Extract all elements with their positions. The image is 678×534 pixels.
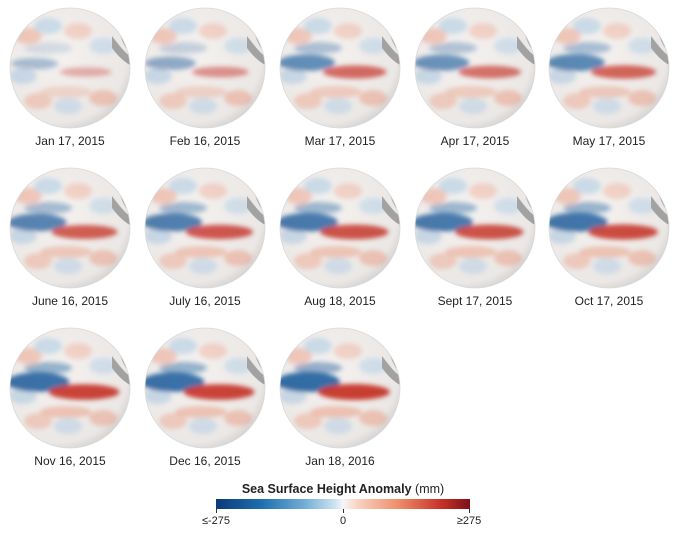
legend-mid-label: 0 — [339, 515, 347, 527]
globe-map — [548, 7, 670, 129]
panel-date-label: Jan 18, 2016 — [305, 454, 375, 468]
globe-panel: May 17, 2015 — [545, 6, 673, 158]
color-legend: Sea Surface Height Anomaly (mm) ≤-275 0 … — [198, 482, 488, 532]
globe-map — [144, 327, 266, 449]
legend-tick-mid — [343, 509, 344, 513]
panel-date-label: Apr 17, 2015 — [440, 134, 510, 148]
globe-panel: Jan 18, 2016 — [276, 326, 404, 478]
globe-map — [144, 7, 266, 129]
globe-panel: Apr 17, 2015 — [411, 6, 539, 158]
legend-max-label: ≥275 — [456, 515, 482, 527]
legend-title: Sea Surface Height Anomaly (mm) — [198, 482, 488, 496]
globe-map — [414, 167, 536, 289]
legend-color-bar — [216, 499, 470, 509]
globe-panel: Nov 16, 2015 — [6, 326, 134, 478]
panel-date-label: Nov 16, 2015 — [34, 454, 106, 468]
globe-panel: Dec 16, 2015 — [141, 326, 269, 478]
panel-date-label: Jan 17, 2015 — [35, 134, 105, 148]
panel-date-label: June 16, 2015 — [31, 294, 109, 308]
globe-panel: Jan 17, 2015 — [6, 6, 134, 158]
globe-map — [279, 7, 401, 129]
globe-panel: Aug 18, 2015 — [276, 166, 404, 318]
panel-date-label: Aug 18, 2015 — [304, 294, 376, 308]
panel-date-label: Mar 17, 2015 — [304, 134, 376, 148]
legend-min-label: ≤-275 — [201, 515, 231, 527]
globe-map — [9, 167, 131, 289]
globe-map — [144, 167, 266, 289]
globe-panel: July 16, 2015 — [141, 166, 269, 318]
globe-map — [9, 327, 131, 449]
globe-panel: Mar 17, 2015 — [276, 6, 404, 158]
globe-map — [279, 327, 401, 449]
globe-panel: Feb 16, 2015 — [141, 6, 269, 158]
legend-title-main: Sea Surface Height Anomaly — [241, 482, 412, 496]
legend-tick-min — [216, 509, 217, 513]
globe-panel: June 16, 2015 — [6, 166, 134, 318]
globe-panel: Oct 17, 2015 — [545, 166, 673, 318]
legend-tick-max — [469, 509, 470, 513]
panel-date-label: Feb 16, 2015 — [169, 134, 241, 148]
globe-map — [414, 7, 536, 129]
legend-title-unit: (mm) — [415, 482, 445, 496]
globe-map — [9, 7, 131, 129]
globe-panel: Sept 17, 2015 — [411, 166, 539, 318]
globe-map — [279, 167, 401, 289]
panel-date-label: July 16, 2015 — [169, 294, 241, 308]
globe-map — [548, 167, 670, 289]
panel-date-label: Sept 17, 2015 — [437, 294, 513, 308]
panel-date-label: Oct 17, 2015 — [574, 294, 644, 308]
panel-date-label: May 17, 2015 — [572, 134, 646, 148]
panel-date-label: Dec 16, 2015 — [169, 454, 241, 468]
